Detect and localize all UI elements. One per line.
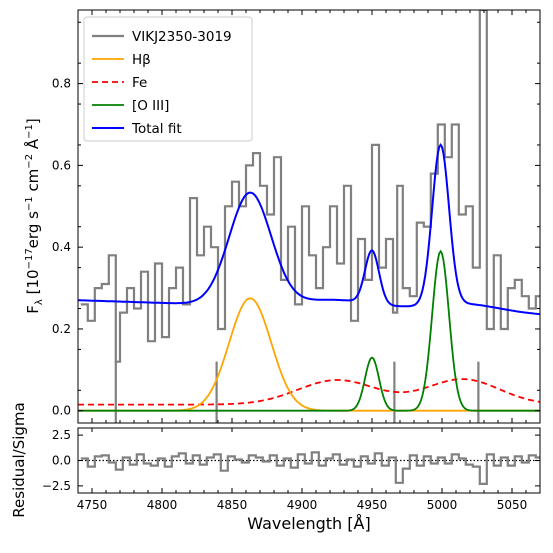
xtick-label-0: 4750 bbox=[77, 498, 108, 512]
residual-y-axis-label: Residual/Sigma bbox=[10, 402, 28, 517]
series-oiii-line bbox=[78, 249, 540, 412]
main-plot-frame bbox=[77, 9, 541, 424]
xtick-label-3: 4900 bbox=[287, 498, 318, 512]
main-ytick-label-2: 0.4 bbox=[52, 240, 71, 254]
resid-ytick-label-2: 2.5 bbox=[52, 428, 71, 442]
series-spectrum-line bbox=[80, 10, 540, 363]
main-ytick-label-3: 0.6 bbox=[52, 158, 71, 172]
legend: VIKJ2350-3019 Hβ Fe [O III] Total fit bbox=[83, 16, 253, 142]
main-ytick-label-4: 0.8 bbox=[52, 77, 71, 91]
main-ytick-label-1: 0.2 bbox=[52, 322, 71, 336]
xtick-label-6: 5050 bbox=[497, 498, 528, 512]
series-total-fit-line bbox=[78, 142, 540, 316]
x-axis-label: Wavelength [Å] bbox=[247, 514, 370, 533]
legend-box bbox=[83, 16, 253, 142]
legend-label-4: Total fit bbox=[131, 121, 182, 137]
xtick-label-1: 4800 bbox=[147, 498, 178, 512]
residual-panel: −2.50.02.5 4750 4800 4850 4900 4950 5000 5050 … bbox=[10, 402, 541, 533]
legend-label-0: VIKJ2350-3019 bbox=[132, 29, 232, 45]
series-fe-line bbox=[78, 378, 540, 406]
xtick-label-2: 4850 bbox=[217, 498, 248, 512]
main-y-axis-label: Fλ [10−17erg s−1 cm−2 Å−1] bbox=[23, 118, 45, 313]
legend-label-2: Fe bbox=[132, 75, 147, 91]
resid-ytick-label-1: 0.0 bbox=[52, 454, 71, 468]
series-residual-line bbox=[80, 451, 540, 485]
resid-ytick-label-0: −2.5 bbox=[42, 479, 71, 493]
xtick-label-5: 5000 bbox=[427, 498, 458, 512]
legend-label-3: [O III] bbox=[132, 98, 169, 114]
xtick-label-4: 4950 bbox=[357, 498, 388, 512]
main-ytick-label-0: 0.0 bbox=[52, 404, 71, 418]
legend-label-1: Hβ bbox=[132, 52, 151, 68]
